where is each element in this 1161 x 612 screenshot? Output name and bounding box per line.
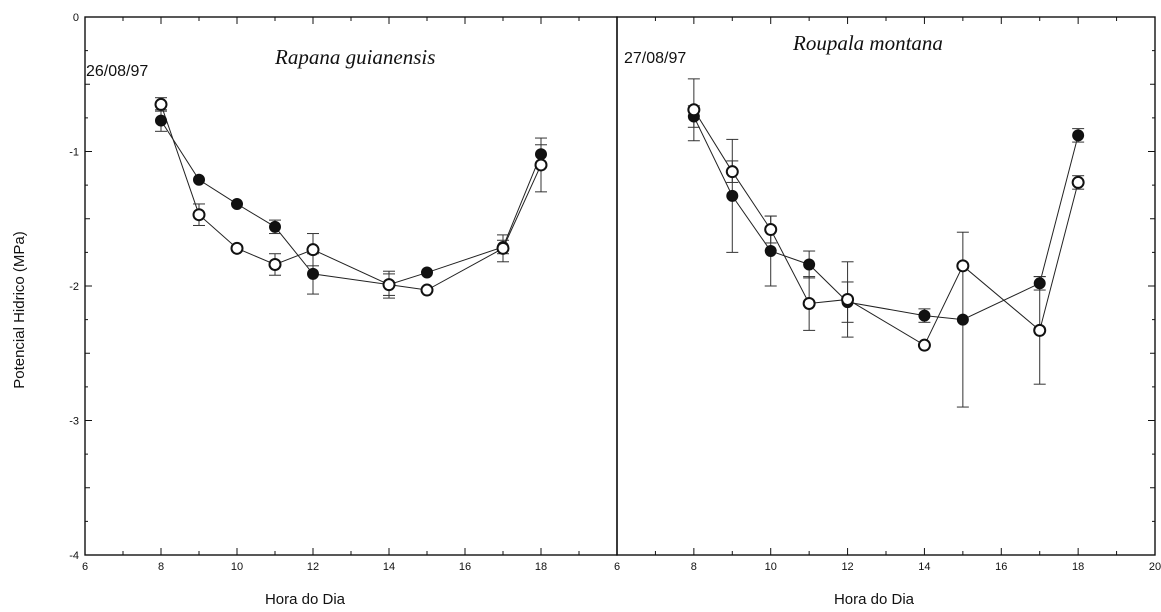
- data-point-open-right: [802, 296, 816, 310]
- x-tick-label-left: 6: [82, 561, 88, 573]
- x-tick-label-right: 18: [1072, 561, 1084, 573]
- data-point-open-left: [496, 241, 510, 255]
- date-label-right: 27/08/97: [624, 50, 686, 67]
- x-tick-label-right: 8: [691, 561, 697, 573]
- data-point-filled-left: [193, 173, 205, 186]
- data-point-open-left: [420, 283, 434, 297]
- data-point-open-right: [956, 259, 970, 273]
- x-tick-label-left: 16: [459, 561, 471, 573]
- chart-marks: [154, 78, 1085, 408]
- x-tick-label-right: 10: [765, 561, 777, 573]
- data-point-open-left: [154, 97, 168, 111]
- data-point-open-right: [764, 223, 778, 237]
- data-point-open-right: [841, 292, 855, 306]
- data-point-filled-right: [1033, 277, 1046, 290]
- data-point-open-right: [1071, 175, 1085, 189]
- data-point-open-right: [687, 103, 701, 117]
- data-point-open-left: [382, 278, 396, 292]
- data-point-filled-left: [421, 266, 433, 279]
- data-point-open-right: [917, 338, 931, 352]
- data-point-filled-left: [155, 114, 167, 127]
- species-label-right: Roupala montana: [792, 31, 943, 55]
- data-point-filled-left: [535, 148, 547, 161]
- series-line-open-right: [693, 109, 1079, 346]
- x-tick-label-right: 12: [841, 561, 853, 573]
- y-tick-label: -3: [69, 416, 79, 428]
- x-tick-label-right: 20: [1149, 561, 1161, 573]
- data-point-filled-left: [231, 197, 243, 210]
- data-point-filled-left: [269, 220, 281, 233]
- data-point-filled-right: [956, 313, 969, 326]
- x-axis-label-left: Hora do Dia: [265, 591, 346, 608]
- x-tick-label-left: 10: [231, 561, 243, 573]
- y-tick-label: -1: [69, 147, 79, 159]
- x-tick-label-left: 8: [158, 561, 164, 573]
- series-line-filled-right: [693, 116, 1079, 321]
- x-tick-label-left: 14: [383, 561, 395, 573]
- data-point-filled-right: [1072, 129, 1085, 142]
- series-line-open-left: [160, 104, 542, 291]
- species-label-left: Rapana guianensis: [274, 45, 435, 69]
- plot-frame-right: [616, 16, 1156, 556]
- y-tick-label: 0: [73, 12, 79, 24]
- x-tick-label-right: 16: [995, 561, 1007, 573]
- data-point-open-left: [306, 243, 320, 257]
- data-point-open-left: [230, 241, 244, 255]
- data-point-open-left: [192, 208, 206, 222]
- y-tick-label: -2: [69, 281, 79, 293]
- data-point-filled-left: [307, 267, 319, 280]
- y-axis-label: Potencial Hidrico (MPa): [11, 231, 28, 389]
- x-axis-label-right: Hora do Dia: [834, 591, 915, 608]
- data-point-filled-right: [764, 245, 777, 258]
- data-point-open-left: [268, 257, 282, 271]
- data-point-filled-right: [803, 258, 816, 271]
- x-tick-label-right: 14: [918, 561, 930, 573]
- series-line-filled-left: [160, 120, 542, 286]
- data-point-filled-right: [726, 189, 739, 202]
- chart-axes: 6 8 10 12 14 16 180-1-2-3-46 8 10 12 14 16 18 20: [69, 12, 1161, 573]
- y-tick-label: -4: [69, 550, 79, 562]
- data-point-open-right: [725, 165, 739, 179]
- data-point-filled-right: [918, 309, 931, 322]
- data-point-open-left: [534, 158, 548, 172]
- x-tick-label-right: 6: [614, 561, 620, 573]
- date-label-left: 26/08/97: [86, 63, 148, 80]
- x-tick-label-left: 12: [307, 561, 319, 573]
- x-tick-label-left: 18: [535, 561, 547, 573]
- data-point-open-right: [1033, 323, 1047, 337]
